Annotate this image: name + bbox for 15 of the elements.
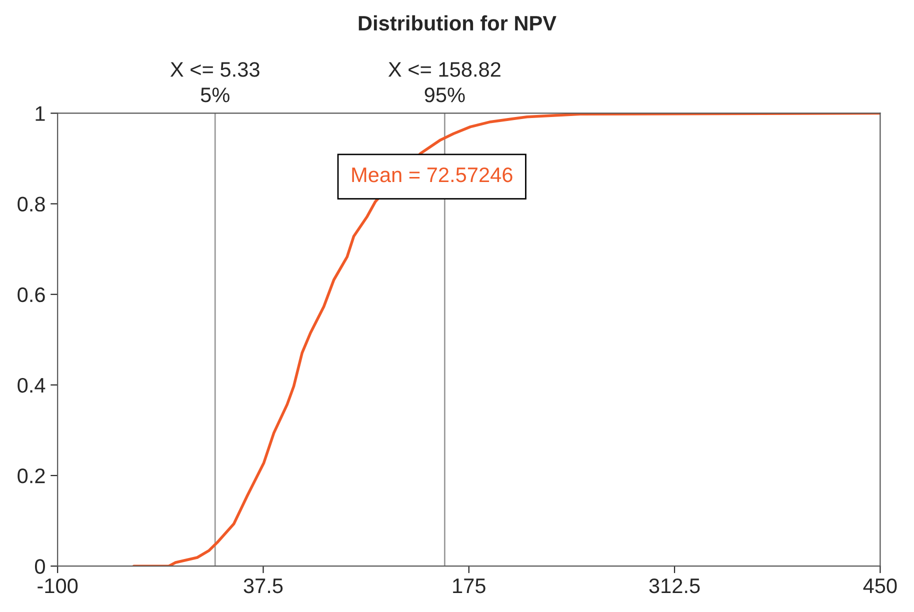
ref-line-label: X <= 158.82 95%	[388, 62, 500, 102]
x-tick-label: -100	[38, 578, 78, 594]
x-tick-label: 175	[453, 578, 486, 594]
ref-line-label: X <= 5.33 5%	[170, 62, 260, 102]
y-tick-label: 1	[36, 106, 45, 121]
x-tick-label: 450	[863, 578, 897, 594]
y-tick-label: 0.6	[18, 287, 45, 302]
annotation: Mean = 72.57246	[352, 167, 512, 182]
y-tick-label: 0.4	[18, 378, 46, 393]
x-tick-label: 312.5	[649, 578, 700, 594]
chart-title: Distribution for NPV	[358, 15, 556, 31]
x-tick-label: 37.5	[244, 578, 283, 594]
y-tick-label: 0.2	[18, 468, 45, 484]
y-tick-label: 0	[35, 559, 45, 574]
y-tick-label: 0.8	[18, 196, 45, 212]
